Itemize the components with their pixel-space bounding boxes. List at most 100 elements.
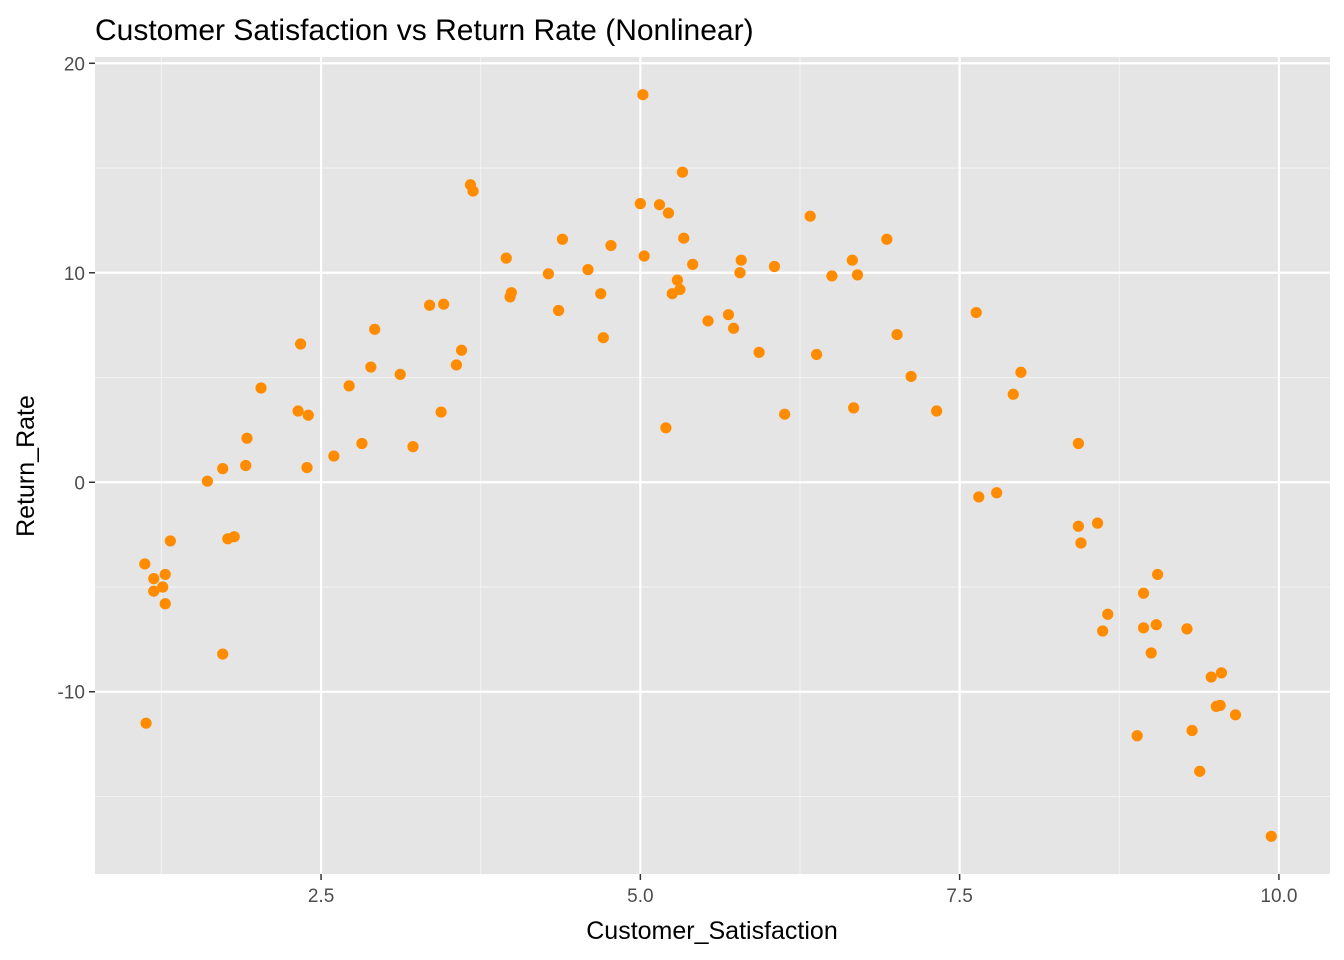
data-point (467, 185, 479, 197)
data-point (1205, 671, 1217, 683)
data-point (1181, 623, 1193, 635)
data-point (595, 288, 607, 300)
data-point (1072, 437, 1085, 450)
data-point (1072, 520, 1085, 532)
data-point (148, 585, 160, 597)
data-point (157, 581, 169, 593)
data-point (542, 268, 554, 280)
plot-panel (95, 57, 1330, 874)
data-point (435, 406, 447, 418)
data-point (734, 267, 746, 279)
data-point (1215, 667, 1228, 679)
data-point (1229, 709, 1242, 721)
data-point (846, 254, 858, 266)
data-point (662, 207, 675, 219)
x-axis-title: Customer_Satisfaction (586, 917, 838, 945)
data-point (164, 535, 176, 547)
data-point (653, 199, 666, 211)
data-point (1097, 625, 1109, 637)
data-point (556, 233, 569, 245)
y-tick-label: 20 (64, 54, 85, 75)
data-point (217, 648, 229, 660)
data-point (881, 233, 893, 245)
data-point (140, 717, 152, 729)
data-point (634, 198, 646, 210)
data-point (240, 459, 252, 472)
data-point (302, 409, 314, 421)
data-point (637, 89, 649, 101)
data-point (1007, 388, 1019, 400)
data-point (1137, 622, 1150, 634)
data-point (848, 402, 860, 414)
data-point (678, 232, 690, 244)
data-point (676, 166, 689, 178)
y-axis-title: Return_Rate (12, 395, 40, 537)
data-point (1265, 830, 1277, 842)
data-point (553, 304, 565, 317)
data-point (973, 491, 985, 503)
data-point (1075, 537, 1087, 549)
data-point (407, 441, 419, 453)
data-point (851, 269, 864, 281)
data-point (201, 475, 213, 487)
data-point (365, 361, 377, 373)
data-point (295, 338, 307, 350)
data-points (139, 89, 1277, 842)
y-tick-label: -10 (58, 683, 85, 704)
data-point (1102, 608, 1114, 620)
data-point (159, 598, 171, 610)
data-point (292, 405, 304, 417)
data-point (343, 380, 355, 392)
data-point (255, 382, 267, 394)
data-point (1214, 699, 1226, 711)
data-point (424, 299, 436, 311)
data-point (148, 573, 160, 585)
data-point (905, 370, 917, 383)
data-point (687, 258, 699, 270)
data-point (159, 568, 171, 581)
y-axis: -10 0 10 20 (58, 54, 95, 704)
data-point (505, 287, 517, 299)
data-point (1186, 724, 1198, 737)
x-tick-label: 5.0 (627, 886, 653, 907)
data-point (970, 306, 982, 319)
chart-title: Customer Satisfaction vs Return Rate (No… (95, 14, 754, 47)
data-point (660, 422, 672, 434)
data-point (582, 264, 594, 276)
data-point (394, 368, 406, 380)
data-point (1150, 619, 1162, 631)
data-point (605, 239, 617, 252)
data-point (638, 250, 650, 262)
x-tick-label: 2.5 (308, 886, 334, 907)
data-point (1151, 568, 1164, 581)
data-point (735, 254, 747, 266)
data-point (722, 309, 735, 321)
data-point (500, 252, 512, 264)
data-point (671, 274, 683, 286)
data-point (597, 332, 609, 344)
data-point (241, 432, 253, 444)
data-point (991, 487, 1003, 499)
data-point (804, 210, 816, 222)
data-point (450, 359, 463, 371)
data-point (931, 405, 943, 417)
data-point (768, 260, 781, 273)
data-point (438, 298, 450, 310)
x-axis: 2.5 5.0 7.5 10.0 (308, 874, 1297, 907)
data-point (217, 463, 229, 475)
data-point (891, 328, 903, 341)
data-point (455, 344, 468, 356)
data-point (301, 461, 313, 474)
data-point (810, 348, 823, 361)
x-tick-label: 10.0 (1260, 886, 1297, 907)
major-gridlines (95, 57, 1330, 874)
data-point (1137, 587, 1150, 599)
x-tick-label: 7.5 (946, 886, 972, 907)
data-point (1131, 730, 1143, 742)
data-point (1091, 517, 1104, 529)
y-tick-label: 0 (74, 473, 85, 494)
data-point (753, 346, 765, 358)
data-point (1145, 647, 1157, 659)
data-point (369, 323, 381, 335)
